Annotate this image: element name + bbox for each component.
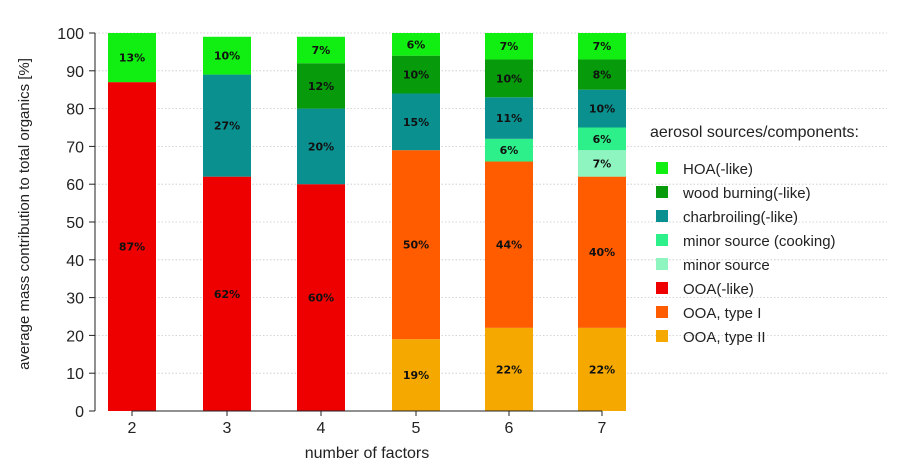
- legend-entry: charbroiling(-like): [683, 209, 798, 226]
- y-tick-label: 0: [75, 404, 84, 421]
- x-tick-label: 3: [223, 420, 232, 437]
- bar-segment: [578, 327, 626, 411]
- data-label: 7%: [593, 157, 612, 170]
- data-label: 19%: [403, 369, 429, 382]
- bar-segment: [578, 59, 626, 90]
- legend-entry: minor source: [683, 257, 770, 274]
- bar-segment: [485, 138, 533, 162]
- bar-segment: [297, 36, 345, 64]
- y-tick-label: 60: [66, 177, 84, 194]
- legend-swatch: [656, 186, 668, 198]
- data-label: 7%: [593, 40, 612, 53]
- y-tick-label: 80: [66, 102, 84, 119]
- legend-entry: HOA(-like): [683, 161, 753, 178]
- x-tick-label: 6: [505, 420, 514, 437]
- data-label: 50%: [403, 239, 429, 252]
- data-label: 87%: [119, 241, 145, 254]
- bar-segment: [485, 327, 533, 411]
- data-label: 15%: [403, 116, 429, 129]
- legend-swatch: [656, 306, 668, 318]
- y-tick-label: 90: [66, 64, 84, 81]
- bar-segment: [578, 33, 626, 60]
- legend-swatch: [656, 162, 668, 174]
- bar-segment: [485, 97, 533, 139]
- x-axis-label: number of factors: [305, 445, 430, 462]
- bar-segment: [297, 63, 345, 109]
- bar-segment: [297, 184, 345, 411]
- bar-segment: [203, 176, 251, 411]
- x-tick-label: 5: [412, 420, 421, 437]
- data-label: 27%: [214, 120, 240, 133]
- data-label: 40%: [589, 246, 615, 259]
- bars: 87% 13% 62% 27% 10% 60% 20% 12% 7% 19% 50% 15% 10% 6%…: [108, 33, 626, 411]
- legend-entry: OOA(-like): [683, 281, 754, 298]
- data-label: 6%: [407, 38, 426, 51]
- legend-entry: wood burning(-like): [682, 185, 811, 202]
- bar-segment: [392, 33, 440, 56]
- legend-swatch: [656, 234, 668, 246]
- axes: average mass contribution to total organ…: [16, 26, 607, 462]
- data-label: 7%: [312, 44, 331, 57]
- legend-swatch: [656, 282, 668, 294]
- bar-segment: [578, 150, 626, 177]
- bar-segment: [578, 176, 626, 328]
- data-label: 6%: [500, 144, 519, 157]
- y-axis-label: average mass contribution to total organ…: [16, 58, 33, 370]
- bar-segment: [392, 93, 440, 151]
- y-tick-label: 30: [66, 291, 84, 308]
- x-tick-label: 7: [598, 420, 607, 437]
- bar-segment: [203, 36, 251, 75]
- x-tick-label: 4: [317, 420, 326, 437]
- legend-entry: minor source (cooking): [683, 233, 836, 250]
- data-label: 60%: [308, 292, 334, 305]
- y-tick-label: 70: [66, 139, 84, 156]
- bar-segment: [578, 127, 626, 151]
- data-label: 7%: [500, 40, 519, 53]
- y-tick-label: 40: [66, 253, 84, 270]
- data-label: 13%: [119, 52, 145, 65]
- legend-swatch: [656, 210, 668, 222]
- data-label: 10%: [589, 103, 615, 116]
- data-label: 12%: [308, 80, 334, 93]
- y-tick-label: 50: [66, 215, 84, 232]
- bar-segment: [578, 89, 626, 128]
- bar-segment: [392, 55, 440, 94]
- data-label: 11%: [496, 112, 522, 125]
- legend-swatch: [656, 258, 668, 270]
- bar-segment: [485, 59, 533, 98]
- data-label: 10%: [403, 69, 429, 82]
- data-label: 10%: [496, 72, 522, 85]
- data-label: 10%: [214, 50, 240, 63]
- legend-entry: OOA, type I: [683, 305, 761, 322]
- data-label: 22%: [589, 363, 615, 376]
- bar-segment: [297, 108, 345, 185]
- bar-segment: [485, 161, 533, 328]
- data-label: 62%: [214, 288, 240, 301]
- y-tick-label: 100: [57, 26, 84, 43]
- data-label: 8%: [593, 69, 612, 82]
- bar-segment: [392, 150, 440, 340]
- legend-title: aerosol sources/components:: [650, 124, 859, 141]
- y-tick-label: 10: [66, 366, 84, 383]
- bar-segment: [108, 82, 156, 411]
- legend-entry: OOA, type II: [683, 329, 766, 346]
- data-label: 22%: [496, 363, 522, 376]
- data-label: 44%: [496, 239, 522, 252]
- y-tick-label: 20: [66, 328, 84, 345]
- x-tick-label: 2: [128, 420, 137, 437]
- legend: aerosol sources/components: HOA(-like) wo…: [650, 124, 859, 346]
- bar-segment: [203, 74, 251, 177]
- bar-segment: [485, 33, 533, 60]
- bar-segment: [392, 339, 440, 411]
- data-label: 20%: [308, 140, 334, 153]
- bar-segment: [108, 33, 156, 83]
- legend-swatch: [656, 330, 668, 342]
- data-label: 6%: [593, 133, 612, 146]
